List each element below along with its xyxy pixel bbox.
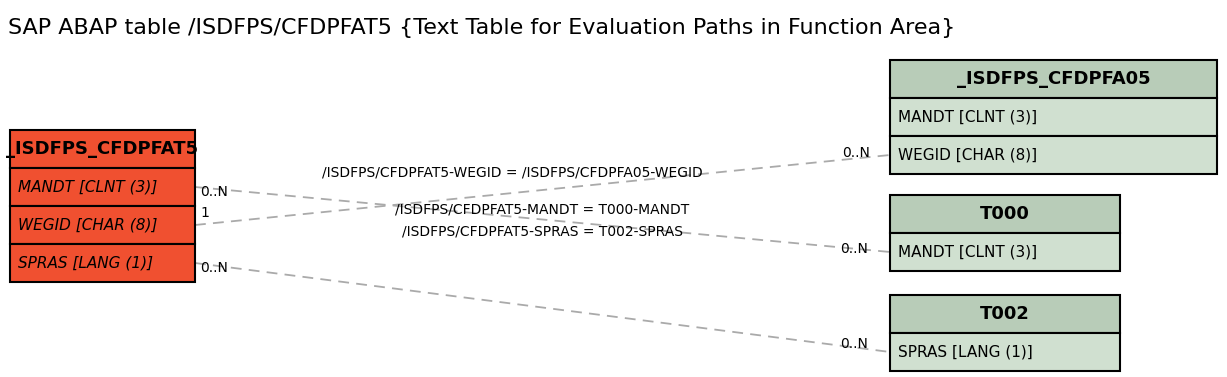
Bar <box>10 130 195 168</box>
Text: T002: T002 <box>980 305 1029 323</box>
Text: /ISDFPS/CFDPFAT5-SPRAS = T002-SPRAS: /ISDFPS/CFDPFAT5-SPRAS = T002-SPRAS <box>402 224 683 239</box>
Text: WEGID [CHAR (8)]: WEGID [CHAR (8)] <box>898 147 1037 162</box>
Bar <box>890 333 1120 371</box>
Text: MANDT [CLNT (3)]: MANDT [CLNT (3)] <box>898 245 1037 259</box>
Text: 0..N: 0..N <box>842 146 870 160</box>
Bar <box>890 60 1217 98</box>
Bar <box>10 244 195 282</box>
Text: /ISDFPS/CFDPFAT5-MANDT = T000-MANDT: /ISDFPS/CFDPFAT5-MANDT = T000-MANDT <box>395 202 690 216</box>
Text: 1: 1 <box>200 206 209 220</box>
Bar <box>10 206 195 244</box>
Bar <box>890 195 1120 233</box>
Text: 0..N: 0..N <box>840 242 867 256</box>
Text: 0..N: 0..N <box>200 185 228 199</box>
Text: T000: T000 <box>980 205 1029 223</box>
Bar <box>890 98 1217 136</box>
Text: MANDT [CLNT (3)]: MANDT [CLNT (3)] <box>898 109 1037 124</box>
Bar <box>10 168 195 206</box>
Text: WEGID [CHAR (8)]: WEGID [CHAR (8)] <box>18 218 157 233</box>
Text: MANDT [CLNT (3)]: MANDT [CLNT (3)] <box>18 179 157 195</box>
Text: SPRAS [LANG (1)]: SPRAS [LANG (1)] <box>898 345 1033 360</box>
Text: 0..N: 0..N <box>840 337 867 351</box>
Text: 0..N: 0..N <box>200 261 228 275</box>
Text: SAP ABAP table /ISDFPS/CFDPFAT5 {Text Table for Evaluation Paths in Function Are: SAP ABAP table /ISDFPS/CFDPFAT5 {Text Ta… <box>9 18 956 38</box>
Text: _ISDFPS_CFDPFAT5: _ISDFPS_CFDPFAT5 <box>6 140 199 158</box>
Text: _ISDFPS_CFDPFA05: _ISDFPS_CFDPFA05 <box>957 70 1151 88</box>
Text: SPRAS [LANG (1)]: SPRAS [LANG (1)] <box>18 256 153 271</box>
Text: /ISDFPS/CFDPFAT5-WEGID = /ISDFPS/CFDPFA05-WEGID: /ISDFPS/CFDPFAT5-WEGID = /ISDFPS/CFDPFA0… <box>323 165 703 179</box>
Bar <box>890 136 1217 174</box>
Bar <box>890 233 1120 271</box>
Bar <box>890 295 1120 333</box>
